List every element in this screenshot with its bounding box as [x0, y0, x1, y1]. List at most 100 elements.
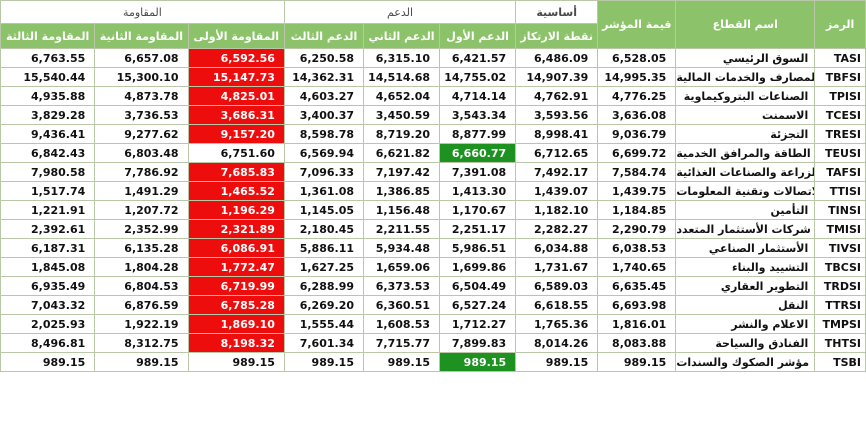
support-2-cell: 6,621.82: [362, 143, 441, 163]
resistance-2-cell: 6,876.59: [94, 295, 189, 315]
pivot-point-cell: 8,014.26: [515, 333, 599, 353]
support-3-header[interactable]: الدعم الثالث: [283, 23, 365, 49]
index-value-cell: 6,528.05: [597, 48, 677, 68]
pivot-point-cell: 14,907.39: [515, 67, 599, 87]
pivot-point-header[interactable]: نقطة الارتكاز: [515, 23, 599, 49]
resistance-1-cell: 989.15: [187, 352, 285, 372]
sector-name-cell: التطوير العقاري: [675, 276, 816, 296]
table-row[interactable]: 4,935.88 4,873.78 4,825.01 4,603.27 4,652.04…: [0, 86, 866, 106]
resistance-1-cell: 1,196.29: [187, 200, 285, 220]
table-row[interactable]: 9,436.41 9,277.62 9,157.20 8,598.78 8,719.20…: [0, 124, 866, 144]
resistance-3-cell: 4,935.88: [0, 86, 96, 106]
resistance-1-cell: 9,157.20: [187, 124, 285, 144]
support-3-cell: 1,361.08: [283, 181, 365, 201]
support-2-cell: 6,373.53: [362, 276, 441, 296]
symbol-cell: TPISI: [814, 86, 866, 106]
symbol-cell: TCESI: [814, 105, 866, 125]
resistance-3-cell: 6,187.31: [0, 238, 96, 258]
index-value-cell: 1,184.85: [597, 200, 677, 220]
resistance-3-cell: 2,392.61: [0, 219, 96, 239]
table-row[interactable]: 3,829.28 3,736.53 3,686.31 3,400.37 3,450.59…: [0, 105, 866, 125]
sector-name-cell: الفنادق والسياحة: [675, 333, 816, 353]
support-2-cell: 4,652.04: [362, 86, 441, 106]
pivot-point-cell: 6,589.03: [515, 276, 599, 296]
support-1-cell: 6,660.77: [439, 143, 517, 163]
index-value-cell: 2,290.79: [597, 219, 677, 239]
support-1-header[interactable]: الدعم الأول: [439, 23, 517, 49]
resistance-2-cell: 1,804.28: [94, 257, 189, 277]
support-3-cell: 6,269.20: [283, 295, 365, 315]
table-row[interactable]: 7,043.32 6,876.59 6,785.28 6,269.20 6,360.51…: [0, 295, 866, 315]
support-1-cell: 6,527.24: [439, 295, 517, 315]
pivot-point-cell: 8,998.41: [515, 124, 599, 144]
table-row[interactable]: 6,187.31 6,135.28 6,086.91 5,886.11 5,934.48…: [0, 238, 866, 258]
symbol-cell: TRDSI: [814, 276, 866, 296]
table-row[interactable]: 1,845.08 1,804.28 1,772.47 1,627.25 1,659.06…: [0, 257, 866, 277]
resistance-2-cell: 1,491.29: [94, 181, 189, 201]
resistance-3-cell: 3,829.28: [0, 105, 96, 125]
resistance-3-cell: 6,935.49: [0, 276, 96, 296]
index-value-cell: 14,995.35: [597, 67, 677, 87]
table-row[interactable]: 1,517.74 1,491.29 1,465.52 1,361.08 1,386.85…: [0, 181, 866, 201]
table-row[interactable]: 7,980.58 7,786.92 7,685.83 7,096.33 7,197.42…: [0, 162, 866, 182]
table-row[interactable]: 6,842.43 6,803.48 6,751.60 6,569.94 6,621.82…: [0, 143, 866, 163]
resistance-2-cell: 6,803.48: [94, 143, 189, 163]
resistance-group-header: المقاومة: [0, 0, 285, 24]
pivot-point-cell: 6,486.09: [515, 48, 599, 68]
support-3-cell: 5,886.11: [283, 238, 365, 258]
symbol-cell: TMPSI: [814, 314, 866, 334]
index-value-cell: 6,038.53: [597, 238, 677, 258]
support-1-cell: 1,699.86: [439, 257, 517, 277]
support-2-cell: 7,715.77: [362, 333, 441, 353]
resistance-3-cell: 1,221.91: [0, 200, 96, 220]
support-2-cell: 14,514.68: [362, 67, 441, 87]
index-value-cell: 1,740.65: [597, 257, 677, 277]
sector-name-cell: الأستثمار الصناعي: [675, 238, 816, 258]
resistance-1-cell: 1,772.47: [187, 257, 285, 277]
resistance-1-header[interactable]: المقاومة الأولى: [187, 23, 285, 49]
table-row[interactable]: 2,025.93 1,922.19 1,869.10 1,555.44 1,608.53…: [0, 314, 866, 334]
table-row[interactable]: 989.15 989.15 989.15 989.15 989.15 989.15 989.…: [0, 352, 866, 372]
resistance-2-cell: 9,277.62: [94, 124, 189, 144]
resistance-2-cell: 6,657.08: [94, 48, 189, 68]
table-row[interactable]: 15,540.44 15,300.10 15,147.73 14,362.31 14,5…: [0, 67, 866, 87]
resistance-2-header[interactable]: المقاومة الثانية: [94, 23, 189, 49]
sector-name-cell: النقل: [675, 295, 816, 315]
support-2-header[interactable]: الدعم الثاني: [362, 23, 441, 49]
symbol-cell: TRESI: [814, 124, 866, 144]
resistance-3-cell: 15,540.44: [0, 67, 96, 87]
index-value-cell: 8,083.88: [597, 333, 677, 353]
sector-name-cell: التجزئة: [675, 124, 816, 144]
pivot-point-cell: 989.15: [515, 352, 599, 372]
symbol-cell: THTSI: [814, 333, 866, 353]
sector-name-cell: المصارف والخدمات المالية: [675, 67, 816, 87]
support-3-cell: 6,288.99: [283, 276, 365, 296]
pivot-point-cell: 7,492.17: [515, 162, 599, 182]
index-value-header[interactable]: قيمة المؤشر: [597, 0, 677, 49]
symbol-cell: TBCSI: [814, 257, 866, 277]
support-2-cell: 1,659.06: [362, 257, 441, 277]
resistance-1-cell: 1,465.52: [187, 181, 285, 201]
support-1-cell: 4,714.14: [439, 86, 517, 106]
sector-name-header[interactable]: اسم القطاع: [675, 0, 816, 49]
support-3-cell: 1,627.25: [283, 257, 365, 277]
table-row[interactable]: 1,221.91 1,207.72 1,196.29 1,145.05 1,156.48…: [0, 200, 866, 220]
table-row[interactable]: 8,496.81 8,312.75 8,198.32 7,601.34 7,715.77…: [0, 333, 866, 353]
pivot-point-cell: 6,712.65: [515, 143, 599, 163]
table-row[interactable]: 6,763.55 6,657.08 6,592.56 6,250.58 6,315.10…: [0, 48, 866, 68]
pivot-point-cell: 6,034.88: [515, 238, 599, 258]
resistance-3-header[interactable]: المقاومة الثالثة: [0, 23, 96, 49]
support-1-cell: 14,755.02: [439, 67, 517, 87]
resistance-3-cell: 2,025.93: [0, 314, 96, 334]
support-1-cell: 7,899.83: [439, 333, 517, 353]
symbol-header[interactable]: الرمز: [814, 0, 866, 49]
sector-name-cell: الاسمنت: [675, 105, 816, 125]
support-2-cell: 1,608.53: [362, 314, 441, 334]
support-2-cell: 2,211.55: [362, 219, 441, 239]
resistance-1-cell: 6,592.56: [187, 48, 285, 68]
table-row[interactable]: 2,392.61 2,352.99 2,321.89 2,180.45 2,211.55…: [0, 219, 866, 239]
table-row[interactable]: 6,935.49 6,804.53 6,719.99 6,288.99 6,373.53…: [0, 276, 866, 296]
index-value-cell: 6,635.45: [597, 276, 677, 296]
resistance-3-cell: 7,043.32: [0, 295, 96, 315]
